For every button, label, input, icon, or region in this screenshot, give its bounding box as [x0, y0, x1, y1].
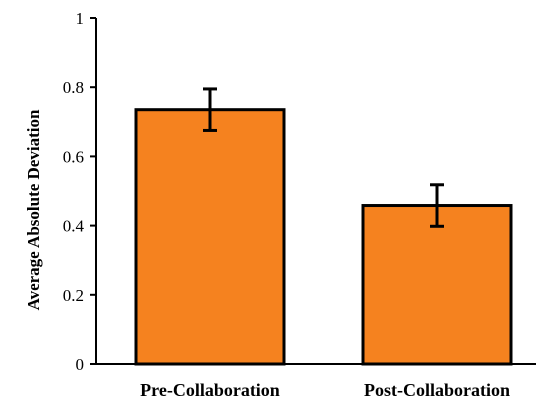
error-bar: [203, 87, 217, 132]
y-tick-label: 0.8: [63, 78, 84, 97]
y-tick-label: 1: [76, 9, 85, 28]
bar-post-collaboration: [361, 204, 513, 366]
error-bars-group: [203, 87, 444, 228]
y-axis-ticks: 0 0.2 0.4 0.6 0.8 1: [63, 9, 96, 374]
error-bar: [430, 183, 444, 228]
y-tick-label: 0: [76, 355, 85, 374]
y-tick-label: 0.2: [63, 286, 84, 305]
x-category-label: Pre-Collaboration: [140, 380, 280, 400]
y-tick-label: 0.4: [63, 217, 85, 236]
bars-group: [134, 108, 513, 366]
axes-group: [95, 18, 536, 365]
x-category-label: Post-Collaboration: [364, 380, 510, 400]
bar-pre-collaboration: [134, 108, 286, 366]
y-tick-label: 0.6: [63, 147, 84, 166]
category-labels: Pre-Collaboration Post-Collaboration: [140, 380, 510, 400]
y-axis-title: Average Absolute Deviation: [24, 109, 43, 310]
